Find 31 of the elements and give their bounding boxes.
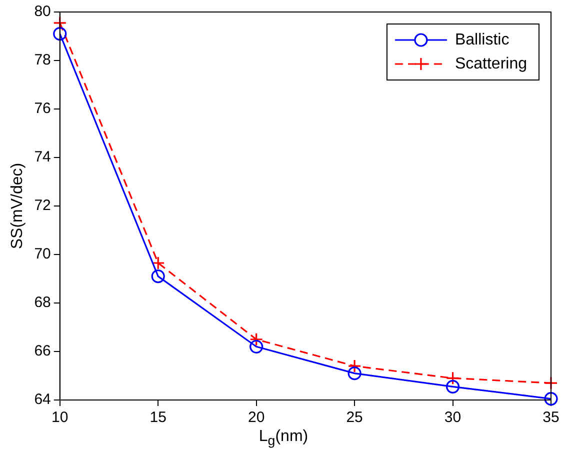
x-axis-title: L$_{g}$(nm) xyxy=(258,428,310,448)
point xyxy=(446,371,460,385)
y-tick-label: 80 xyxy=(34,3,51,20)
point xyxy=(544,376,558,390)
y-tick-label: 74 xyxy=(34,148,51,166)
point xyxy=(53,16,67,30)
x-tick-label: 10 xyxy=(52,409,68,426)
x-tick-label: 15 xyxy=(150,409,166,426)
y-tick-label: 66 xyxy=(34,342,51,360)
point xyxy=(348,366,362,380)
x-tick-label: 35 xyxy=(542,409,560,426)
point xyxy=(250,332,264,346)
point xyxy=(53,27,67,41)
x-tick-label: 25 xyxy=(346,409,363,426)
point xyxy=(348,359,362,373)
legend-label: Scattering xyxy=(454,55,528,72)
point xyxy=(151,270,165,284)
y-tick-label: 68 xyxy=(34,294,51,312)
x-tick-label: 20 xyxy=(248,409,265,426)
x-tick-label: 30 xyxy=(444,409,462,426)
y-tick-label: 64 xyxy=(34,391,51,408)
point xyxy=(151,256,165,270)
y-tick-label: 76 xyxy=(34,100,51,118)
point xyxy=(446,380,460,394)
point xyxy=(250,340,264,354)
legend-label: Ballistic xyxy=(454,31,510,48)
y-axis-title: SS(mV/dec) xyxy=(9,162,26,250)
y-tick-label: 78 xyxy=(34,52,51,69)
y-tick-label: 72 xyxy=(34,197,51,214)
y-tick-label: 70 xyxy=(34,246,51,263)
point xyxy=(544,392,558,406)
